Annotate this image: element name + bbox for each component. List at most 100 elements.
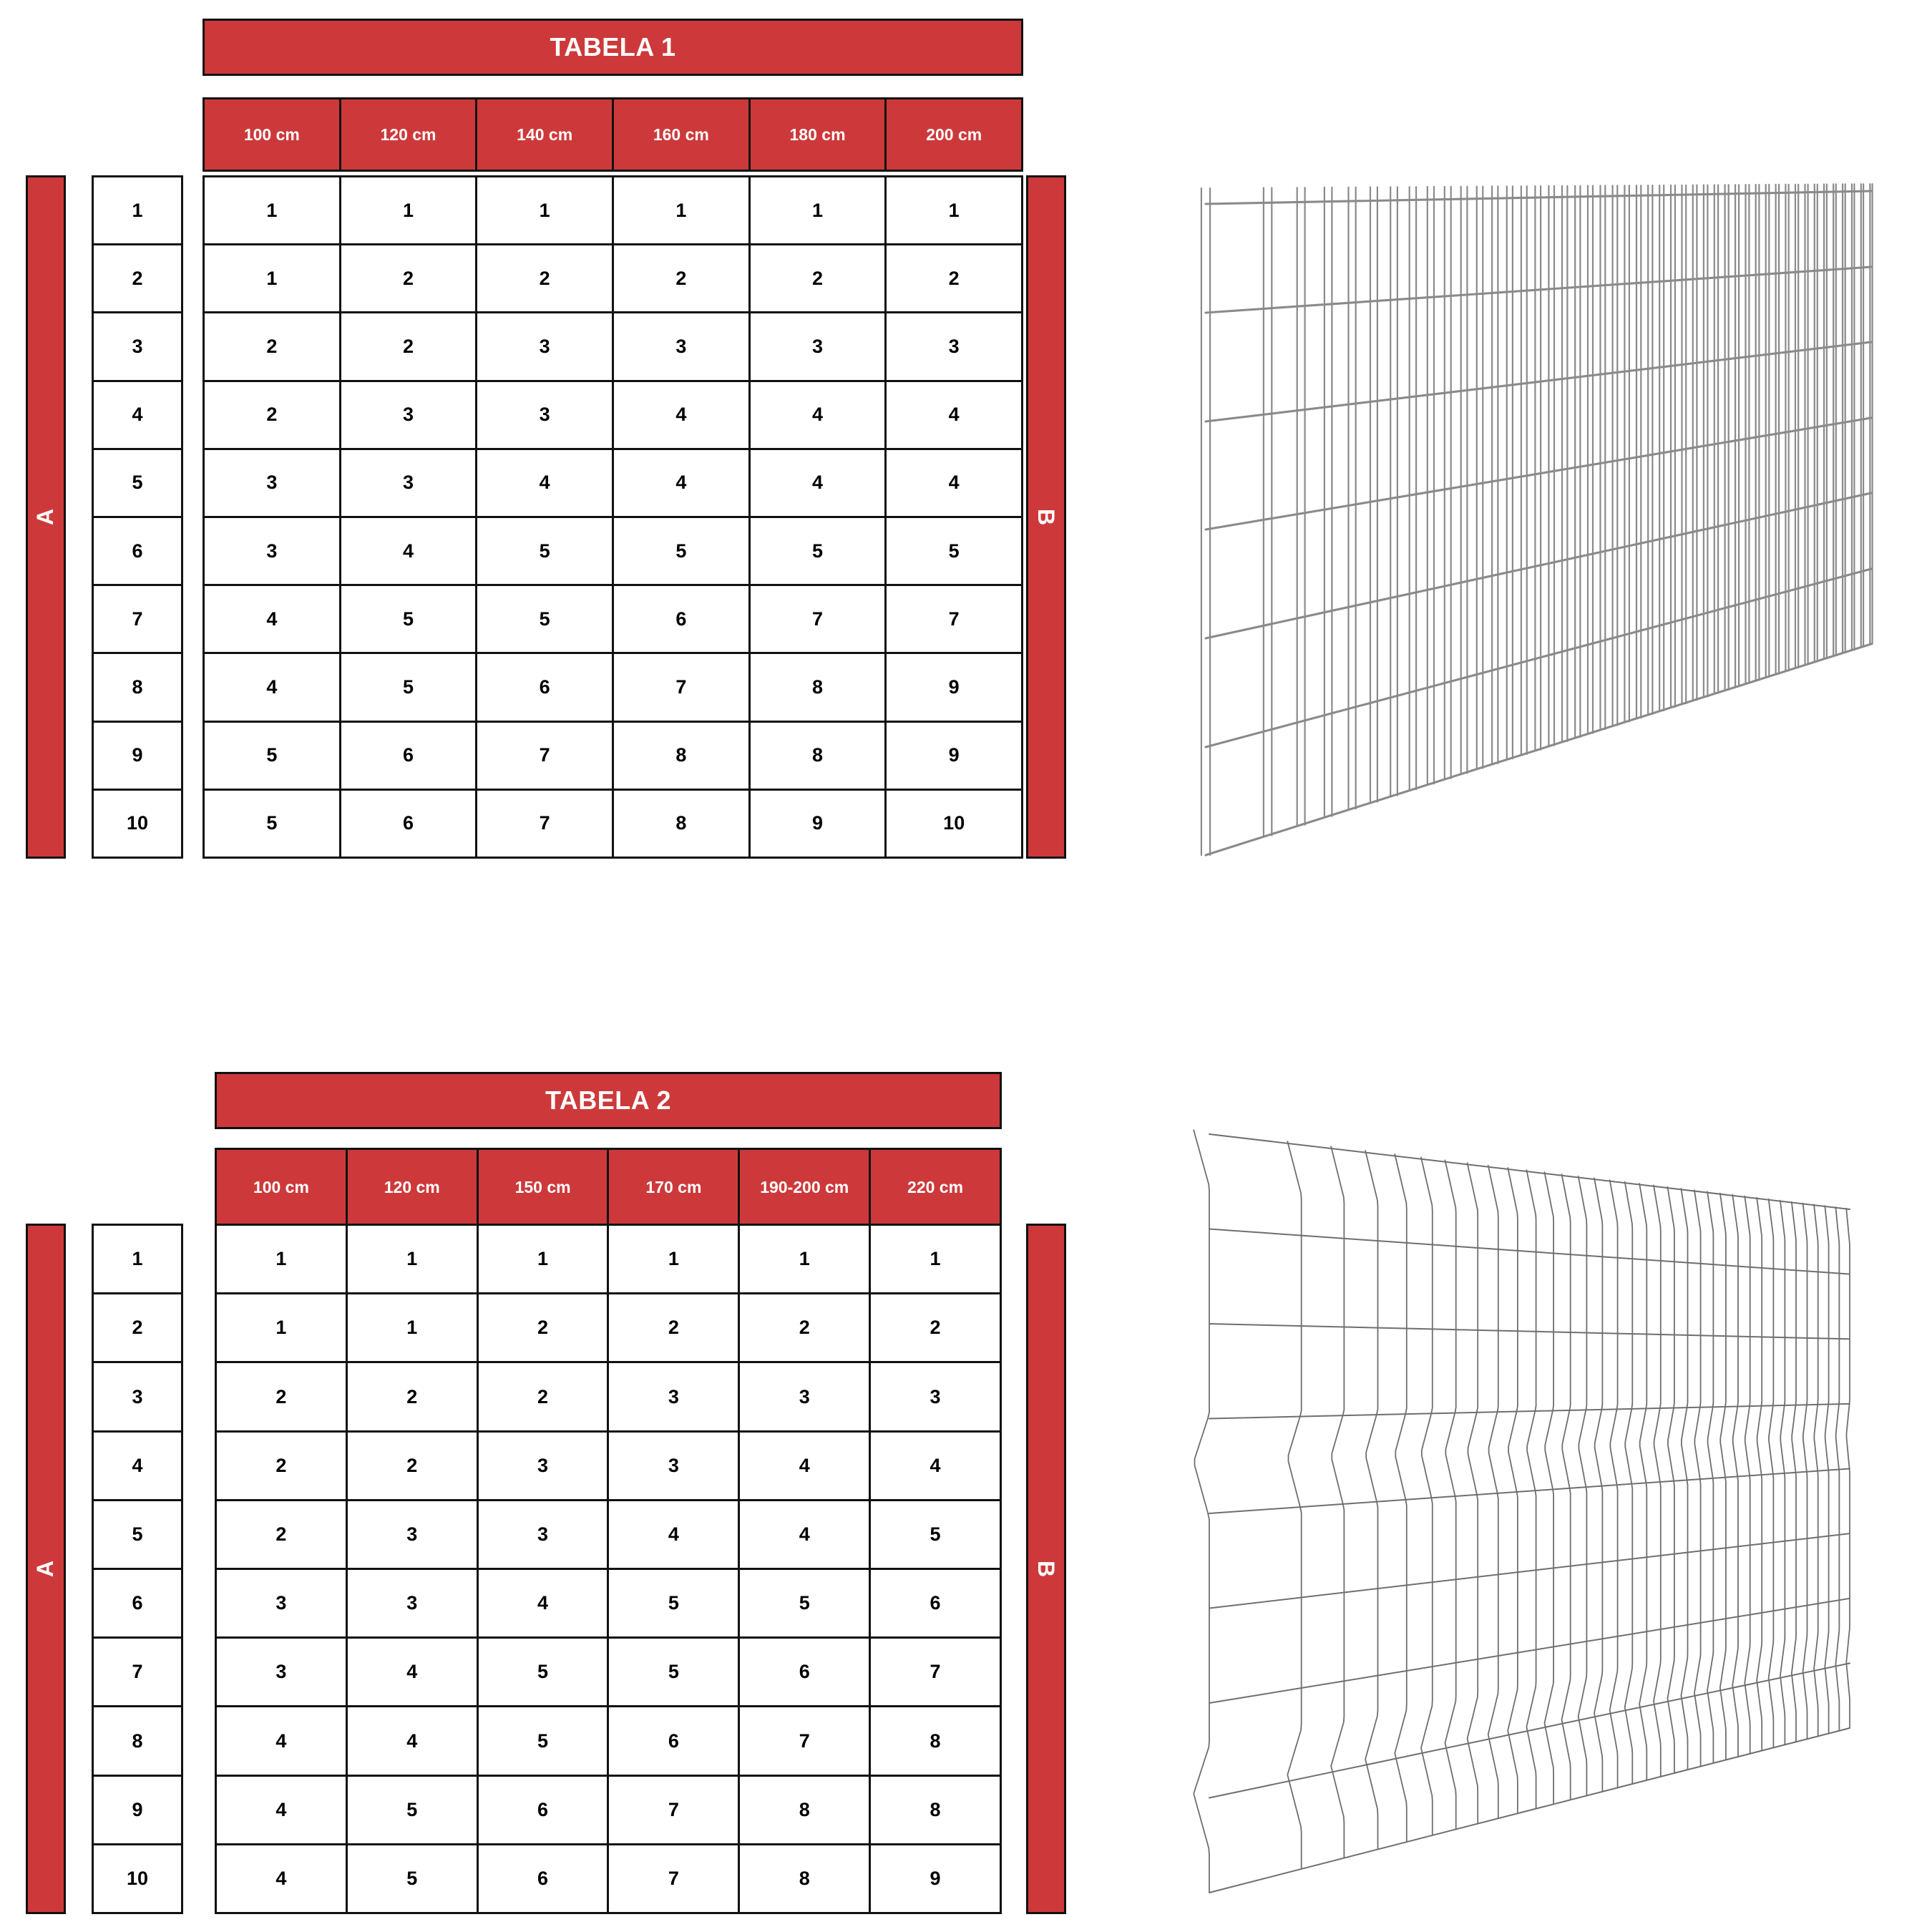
table-row: 2 2 3 3 4 4: [215, 1430, 1002, 1501]
table-cell: 1: [215, 1224, 348, 1295]
table-cell: 3: [884, 311, 1024, 382]
table-1-column-header: 120 cm: [338, 97, 478, 172]
table-cell: 5: [475, 584, 615, 655]
table-cell: 9: [884, 652, 1024, 723]
table-cell: 2: [738, 1292, 872, 1364]
table-cell: 2: [476, 1361, 610, 1433]
table-2-side-bar-a: A: [26, 1224, 66, 1914]
table-cell: 5: [203, 788, 341, 859]
table-row: 2 3 3 4 4 5: [215, 1498, 1002, 1571]
table-cell: 4: [215, 1843, 348, 1915]
table-cell: 5: [476, 1636, 610, 1708]
table-cell: 9: [884, 720, 1024, 791]
table-cell: 8: [869, 1774, 1002, 1845]
table-cell: 5: [607, 1636, 741, 1708]
table-cell: 10: [884, 788, 1024, 859]
table-cell: 4: [203, 652, 341, 723]
table-cell: 1: [203, 175, 341, 246]
table-1-column-header: 160 cm: [612, 97, 751, 172]
table-cell: 7: [607, 1774, 741, 1845]
table-1-side-bar-b: B: [1026, 175, 1066, 859]
table-cell: 2: [476, 1292, 610, 1364]
table-2-row-index: 2: [92, 1292, 183, 1364]
table-cell: 4: [738, 1430, 872, 1501]
welded-wire-mesh-panel-3d-figure: [1174, 1113, 1896, 1907]
table-cell: 1: [607, 1224, 741, 1295]
table-cell: 3: [475, 311, 615, 382]
table-2-column-header: 170 cm: [607, 1148, 741, 1226]
table-1-data-grid: 1 1 1 1 1 1 1 2 2 2 2 2 2 2 3 3 3 3: [203, 175, 1024, 859]
table-2-side-bar-a-label: A: [32, 1560, 59, 1578]
table-cell: 7: [748, 584, 887, 655]
table-1-row-index: 10: [92, 788, 183, 859]
welded-wire-mesh-panel-2d-figure: [1174, 132, 1896, 891]
table-1-side-bar-a: A: [26, 175, 66, 859]
table-cell: 1: [612, 175, 751, 246]
table-row: 1 2 2 2 2 2: [203, 243, 1024, 314]
table-cell: 2: [869, 1292, 1002, 1364]
table-row: 2 3 3 4 4 4: [203, 379, 1024, 450]
table-1-row-index: 3: [92, 311, 183, 382]
table-cell: 3: [738, 1361, 872, 1433]
table-1-column-header-row: 100 cm 120 cm 140 cm 160 cm 180 cm 200 c…: [203, 97, 1024, 172]
table-cell: 6: [612, 584, 751, 655]
table-row: 2 2 3 3 3 3: [203, 311, 1024, 382]
table-1-row-index: 2: [92, 243, 183, 314]
table-1-title: TABELA 1: [203, 19, 1023, 76]
table-cell: 2: [345, 1361, 479, 1433]
table-cell: 4: [345, 1705, 479, 1777]
table-2-row-index: 3: [92, 1361, 183, 1433]
table-2-row-index: 6: [92, 1568, 183, 1639]
table-cell: 9: [748, 788, 887, 859]
table-cell: 3: [612, 311, 751, 382]
table-cell: 6: [869, 1568, 1002, 1639]
table-1-section: TABELA 1 100 cm 120 cm 140 cm 160 cm 180…: [26, 19, 1896, 891]
table-row: 4 4 5 6 7 8: [215, 1705, 1002, 1777]
table-row: 1 1 1 1 1 1: [215, 1224, 1002, 1295]
table-cell: 1: [476, 1224, 610, 1295]
table-row: 1 1 1 1 1 1: [203, 175, 1024, 246]
table-cell: 6: [338, 720, 478, 791]
table-row: 3 3 4 4 4 4: [203, 447, 1024, 519]
table-cell: 2: [215, 1361, 348, 1433]
table-cell: 3: [203, 516, 341, 587]
table-cell: 2: [884, 243, 1024, 314]
table-1-side-bar-a-label: A: [32, 508, 59, 526]
table-cell: 2: [612, 243, 751, 314]
table-row: 3 4 5 5 6 7: [215, 1636, 1002, 1708]
table-cell: 1: [884, 175, 1024, 246]
table-cell: 8: [738, 1843, 872, 1915]
table-cell: 5: [338, 652, 478, 723]
table-row: 3 4 5 5 5 5: [203, 516, 1024, 587]
table-cell: 1: [738, 1224, 872, 1295]
table-2-data-grid: 1 1 1 1 1 1 1 1 2 2 2 2 2 2 2 3 3 3 2 2 …: [215, 1224, 1002, 1915]
table-2-column-header: 120 cm: [345, 1148, 479, 1226]
table-cell: 5: [203, 720, 341, 791]
table-cell: 1: [345, 1224, 479, 1295]
table-1-row-index-column: 1 2 3 4 5 6 7 8 9 10: [92, 175, 183, 859]
table-cell: 6: [476, 1843, 610, 1915]
table-1-row-index: 1: [92, 175, 183, 246]
table-cell: 4: [612, 447, 751, 519]
table-1-column-header: 100 cm: [203, 97, 341, 172]
table-cell: 2: [345, 1430, 479, 1501]
table-cell: 5: [748, 516, 887, 587]
table-row: 4 5 6 7 8 9: [203, 652, 1024, 723]
table-row: 4 5 5 6 7 7: [203, 584, 1024, 655]
table-cell: 1: [869, 1224, 1002, 1295]
table-cell: 1: [345, 1292, 479, 1364]
table-cell: 2: [203, 379, 341, 450]
table-cell: 2: [475, 243, 615, 314]
table-cell: 5: [884, 516, 1024, 587]
table-1-column-header: 180 cm: [748, 97, 887, 172]
table-cell: 2: [215, 1430, 348, 1501]
table-cell: 4: [338, 516, 478, 587]
table-row: 4 5 6 7 8 9: [215, 1843, 1002, 1915]
table-cell: 3: [476, 1430, 610, 1501]
table-row: 4 5 6 7 8 8: [215, 1774, 1002, 1845]
table-cell: 1: [203, 243, 341, 314]
table-cell: 1: [475, 175, 615, 246]
table-cell: 4: [215, 1774, 348, 1845]
table-cell: 6: [607, 1705, 741, 1777]
table-cell: 8: [869, 1705, 1002, 1777]
